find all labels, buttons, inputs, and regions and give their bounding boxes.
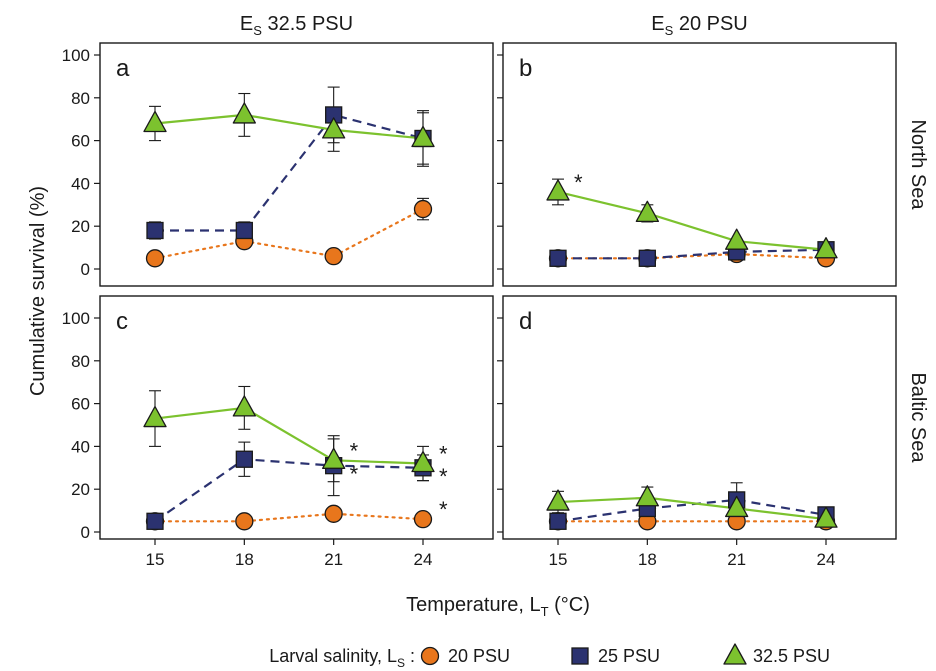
data-point-triangle: [143, 405, 167, 428]
significance-star: *: [350, 438, 359, 463]
series-line-20-PSU: [556, 252, 828, 260]
data-point-triangle: [725, 228, 749, 250]
significance-star: *: [439, 442, 448, 467]
data-point-triangle: [232, 395, 256, 417]
y-axis-title: Cumulative survival (%): [27, 186, 49, 396]
data-point-square: [235, 450, 253, 468]
y-tick-label: 20: [71, 217, 90, 236]
legend: Larval salinity, LS : 20 PSU 25 PSU 32.5 PS…: [269, 643, 830, 670]
series-line-32_5-PSU: [154, 113, 424, 140]
legend-marker-circle: [420, 646, 440, 666]
legend-marker-triangle: [723, 643, 747, 665]
data-point-circle: [413, 199, 433, 219]
y-tick-label: 80: [71, 352, 90, 371]
series-line-20-PSU: [153, 207, 425, 260]
series-line-32_5-PSU: [154, 406, 424, 465]
data-point-triangle: [322, 447, 346, 469]
data-point-triangle: [411, 450, 435, 473]
panel-frame: [502, 42, 897, 287]
data-point-square: [549, 512, 567, 530]
y-tick-label: 60: [71, 395, 90, 414]
data-point-triangle: [322, 117, 346, 139]
x-tick-label: 15: [549, 550, 568, 569]
panel-label: a: [116, 55, 130, 82]
y-tick-label: 100: [62, 46, 90, 65]
data-point-triangle: [546, 179, 570, 201]
data-point-square: [638, 249, 656, 267]
significance-star: *: [574, 170, 583, 195]
legend-label: 25 PSU: [598, 646, 660, 666]
y-tick-label: 20: [71, 480, 90, 499]
x-tick-label: 18: [235, 550, 254, 569]
legend-label: 32.5 PSU: [753, 646, 830, 666]
series-line-25-PSU: [155, 113, 424, 232]
y-tick-label: 40: [71, 174, 90, 193]
significance-star: *: [350, 462, 359, 487]
series-line-25-PSU: [154, 458, 424, 523]
x-axis-title: Temperature, LT (°C): [406, 594, 590, 619]
data-point-triangle: [143, 110, 167, 133]
panel-frame: [502, 295, 897, 540]
data-point-triangle: [635, 200, 659, 223]
series-line-32_5-PSU: [557, 496, 827, 521]
data-point-square: [235, 221, 253, 240]
data-point-triangle: [725, 495, 749, 518]
x-tick-label: 15: [146, 550, 165, 569]
y-tick-label: 0: [81, 523, 90, 542]
x-tick-label: 21: [727, 550, 746, 569]
panel-label: b: [519, 55, 532, 82]
y-tick-label: 0: [81, 260, 90, 279]
column-title-1: ES 32.5 PSU: [240, 13, 353, 38]
panel-b: b*: [497, 42, 897, 287]
x-tick-label: 24: [817, 550, 836, 569]
data-point-circle: [324, 247, 343, 266]
panel-a: a 0 20 40 60 80 100: [62, 42, 494, 287]
row-title-north-sea: North Sea: [907, 119, 929, 210]
data-point-circle: [145, 249, 165, 268]
y-tick-label: 60: [71, 132, 90, 151]
row-title-baltic-sea: Baltic Sea: [907, 372, 929, 463]
panel-frame: [99, 42, 494, 287]
column-title-2: ES 20 PSU: [651, 13, 748, 38]
legend-label: 20 PSU: [448, 646, 510, 666]
series-line-32_5-PSU: [557, 190, 827, 251]
x-tick-label: 18: [638, 550, 657, 569]
panel-frame: [99, 295, 494, 540]
data-point-triangle: [411, 125, 435, 148]
data-point-circle: [413, 510, 433, 529]
legend-title: Larval salinity, LS :: [269, 646, 415, 670]
x-tick-label: 21: [324, 550, 343, 569]
data-point-square: [549, 249, 567, 267]
data-point-triangle: [232, 102, 256, 124]
y-tick-label: 80: [71, 89, 90, 108]
x-tick-label: 24: [414, 550, 433, 569]
data-point-triangle: [814, 506, 838, 528]
panel-label: c: [116, 308, 128, 335]
data-point-triangle: [635, 485, 659, 507]
panel-d: d 15 18 21 24: [497, 295, 897, 569]
data-point-triangle: [546, 489, 570, 511]
data-point-square: [146, 221, 164, 240]
series-line-20-PSU: [153, 512, 425, 523]
data-point-triangle: [814, 237, 838, 259]
y-tick-label: 100: [62, 309, 90, 328]
legend-marker-square: [571, 647, 589, 665]
data-point-circle: [324, 504, 343, 523]
y-tick-label: 40: [71, 437, 90, 456]
significance-star: *: [439, 464, 448, 489]
data-point-square: [146, 512, 164, 530]
data-point-circle: [235, 512, 254, 531]
significance-star: *: [439, 497, 448, 522]
panel-label: d: [519, 308, 532, 335]
